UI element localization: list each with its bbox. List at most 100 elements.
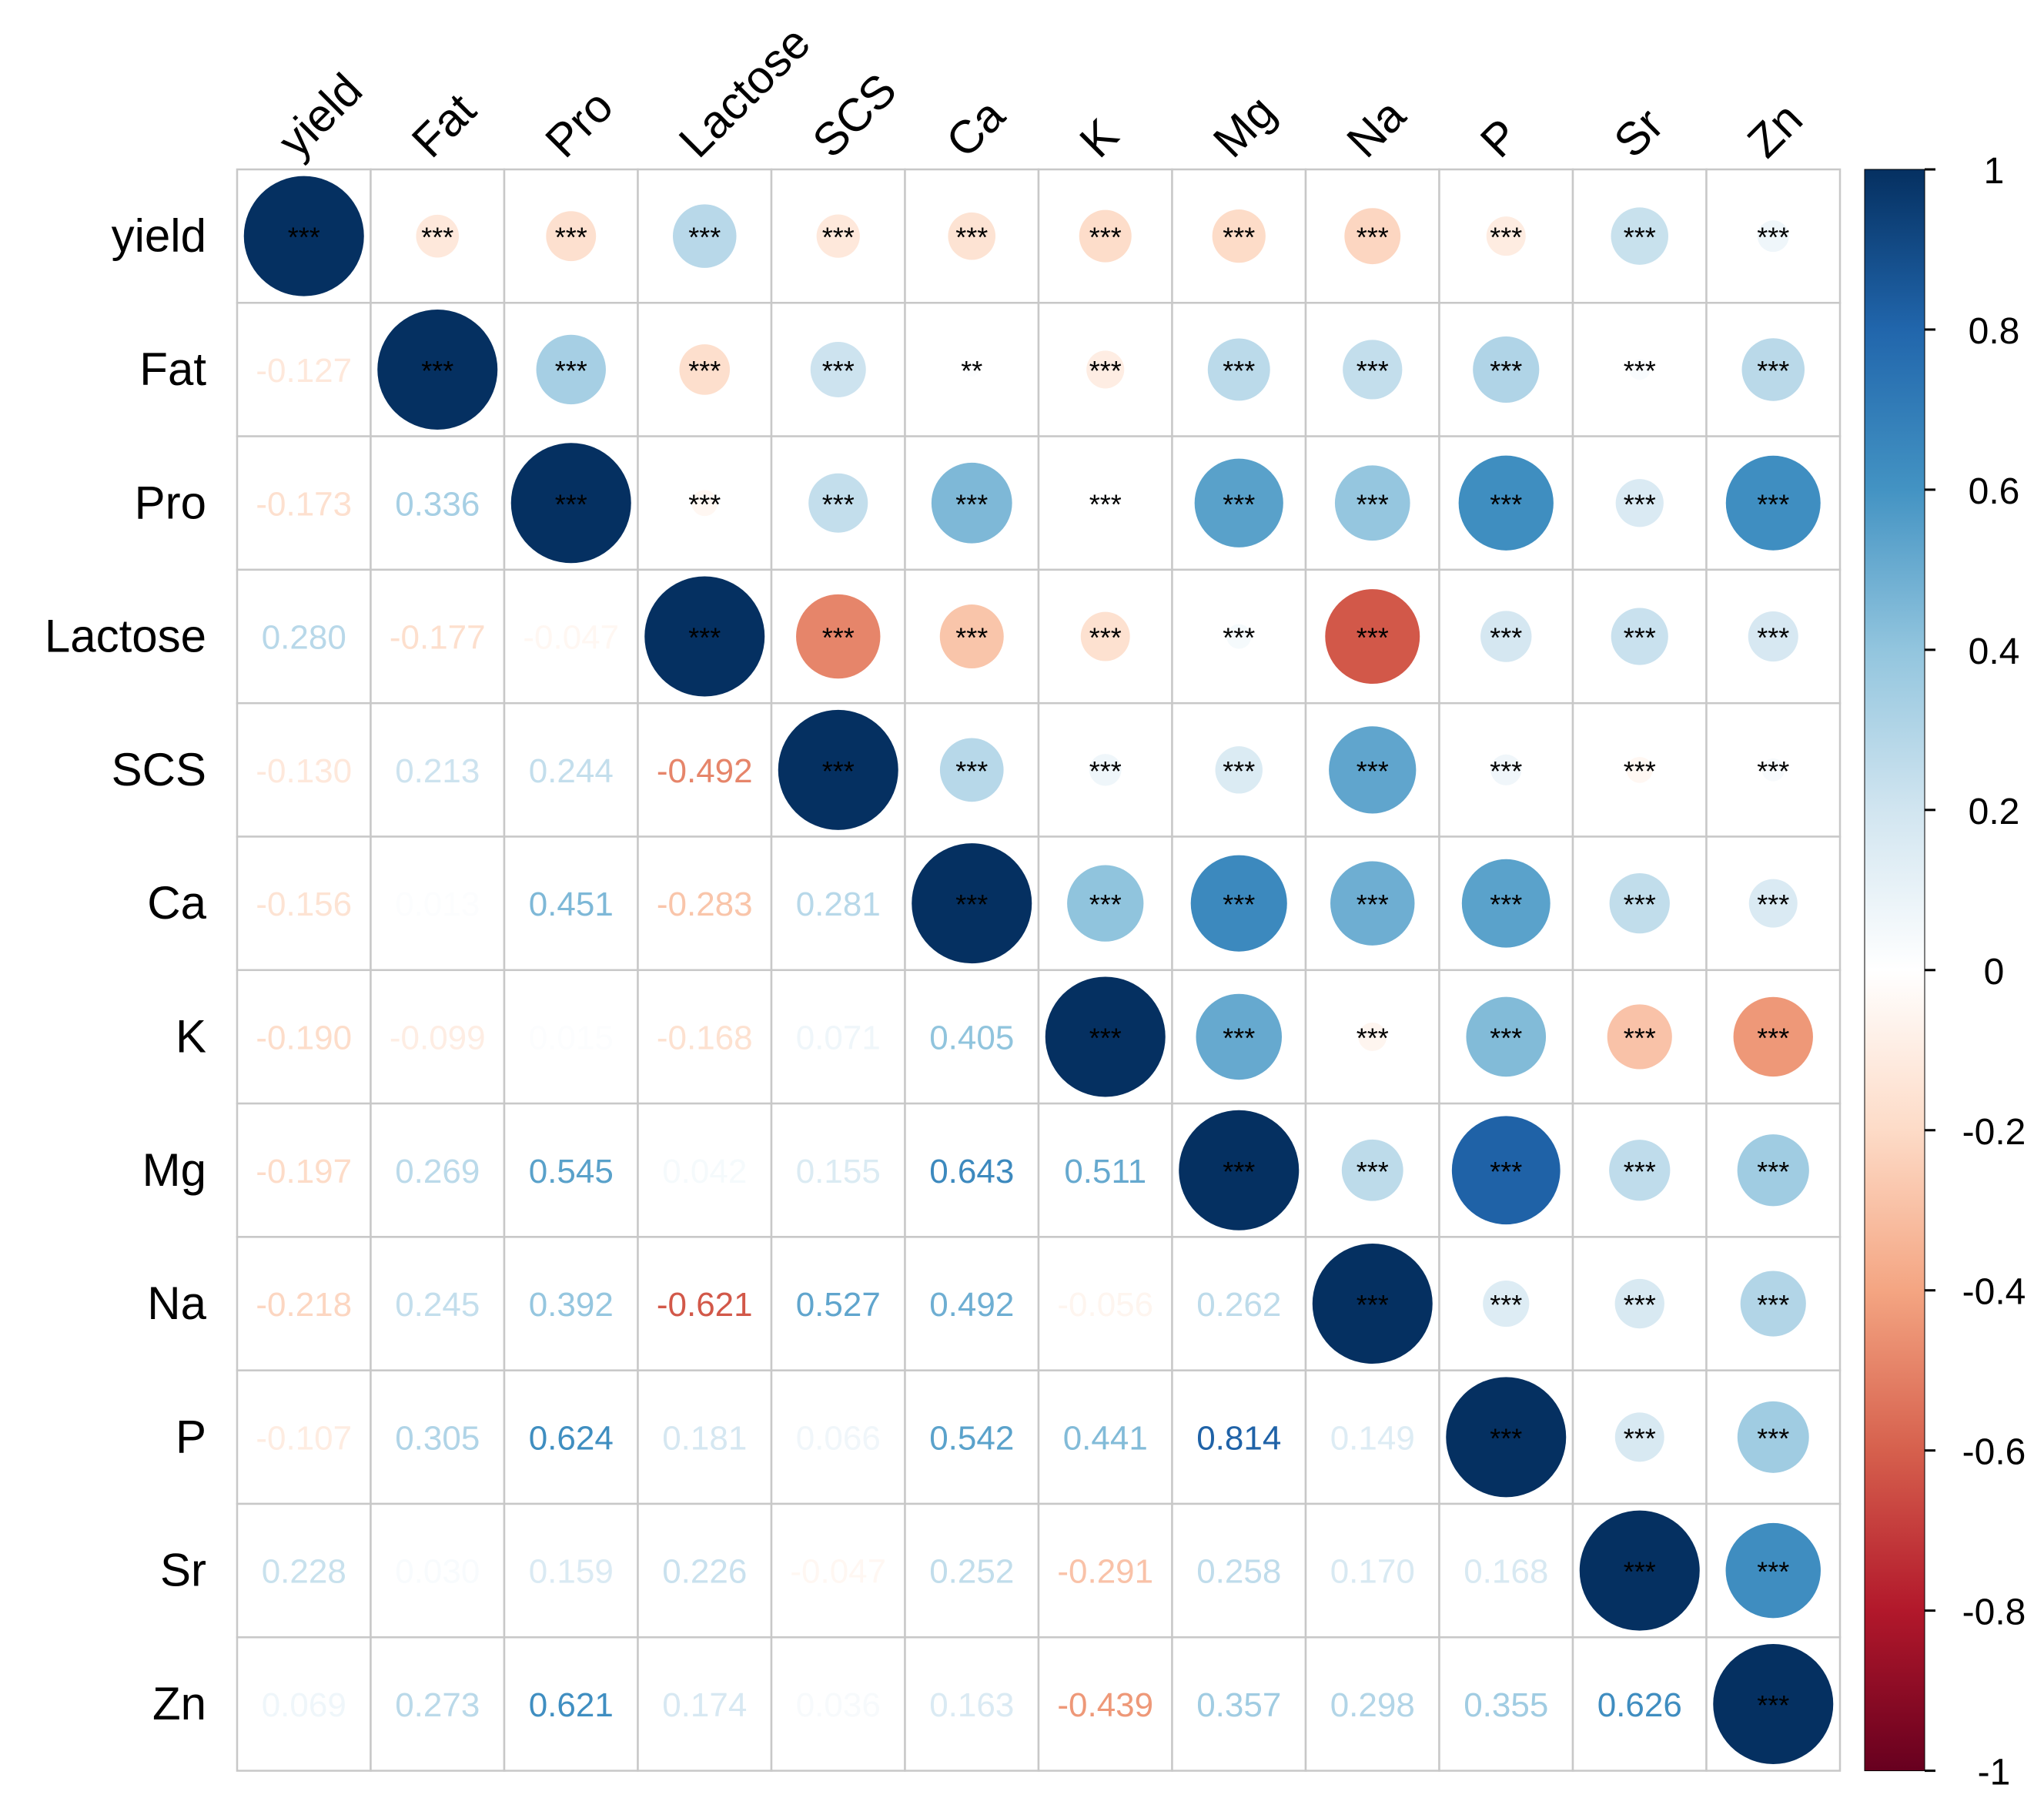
significance-stars: *** bbox=[822, 622, 855, 654]
significance-stars: *** bbox=[955, 755, 988, 787]
colorbar: 1 0.8 0.6 0.4 0.2 0 -0.2 -0.4 -0.6 -0.8 -1 bbox=[1864, 151, 2026, 1793]
corr-value: 0.357 bbox=[1196, 1686, 1281, 1724]
corr-value: 0.244 bbox=[529, 752, 614, 790]
corr-value: -0.439 bbox=[1057, 1686, 1153, 1724]
corr-circle bbox=[1611, 608, 1668, 665]
corr-circle bbox=[1458, 455, 1554, 551]
significance-stars: *** bbox=[1089, 488, 1122, 520]
corr-circle bbox=[939, 738, 1004, 802]
corr-value: -0.190 bbox=[256, 1019, 352, 1056]
colorbar-tick-label: 1 bbox=[1984, 151, 2005, 192]
column-label: yield bbox=[269, 64, 373, 168]
significance-stars: *** bbox=[688, 488, 721, 520]
corr-value: 0.441 bbox=[1063, 1419, 1148, 1457]
corr-circle bbox=[1089, 754, 1122, 786]
corr-value: -0.177 bbox=[390, 619, 486, 657]
significance-stars: *** bbox=[1490, 622, 1522, 654]
grid-cell bbox=[370, 568, 506, 705]
row-label: Pro bbox=[135, 477, 206, 528]
significance-stars: *** bbox=[288, 222, 320, 253]
corr-value: 0.036 bbox=[796, 1686, 881, 1724]
corr-circle bbox=[1615, 479, 1664, 527]
corr-circle bbox=[1748, 879, 1798, 928]
corr-value: 0.163 bbox=[929, 1686, 1014, 1724]
corr-circle bbox=[1080, 611, 1130, 661]
significance-stars: *** bbox=[822, 488, 855, 520]
grid-cell bbox=[1438, 302, 1574, 437]
significance-stars: *** bbox=[1624, 755, 1656, 787]
corr-circle bbox=[1629, 359, 1651, 380]
corr-value: -0.156 bbox=[256, 886, 352, 923]
grid-cell bbox=[503, 701, 639, 838]
row-label: Zn bbox=[152, 1678, 206, 1729]
corr-circle bbox=[1607, 1004, 1672, 1070]
corr-value: -0.173 bbox=[256, 485, 352, 523]
grid-cell bbox=[904, 969, 1040, 1105]
corr-value: 0.643 bbox=[929, 1153, 1014, 1190]
grid-cell bbox=[503, 1236, 639, 1371]
significance-stars: *** bbox=[1490, 1422, 1522, 1454]
corr-circle bbox=[1190, 855, 1287, 952]
corr-circle bbox=[1358, 1022, 1387, 1051]
grid-cell bbox=[236, 1236, 372, 1371]
corr-circle bbox=[1761, 758, 1785, 782]
corr-value: 0.013 bbox=[395, 886, 480, 923]
row-label: Na bbox=[147, 1277, 206, 1329]
corr-value: 0.542 bbox=[929, 1419, 1014, 1457]
column-label: Zn bbox=[1738, 92, 1812, 167]
significance-stars: *** bbox=[1757, 755, 1789, 787]
column-label: Ca bbox=[936, 89, 1015, 167]
row-label: Mg bbox=[142, 1144, 206, 1196]
corr-value: -0.107 bbox=[256, 1419, 352, 1457]
corr-value: 0.258 bbox=[1196, 1553, 1281, 1591]
corr-circle bbox=[1579, 1510, 1700, 1631]
corr-value: 0.273 bbox=[395, 1686, 480, 1724]
corr-circle bbox=[1045, 976, 1166, 1097]
corr-circle bbox=[1446, 1377, 1567, 1498]
significance-stars: *** bbox=[1490, 755, 1522, 787]
significance-stars: *** bbox=[1757, 488, 1789, 520]
grid-cell bbox=[370, 1502, 506, 1639]
corr-circle bbox=[1079, 209, 1132, 263]
corr-circle bbox=[1737, 1401, 1809, 1473]
significance-stars: *** bbox=[1757, 355, 1789, 387]
corr-circle bbox=[1343, 340, 1403, 400]
corr-value: 0.298 bbox=[1330, 1686, 1415, 1724]
corr-circle bbox=[1733, 996, 1813, 1077]
corr-value: 0.626 bbox=[1597, 1686, 1682, 1724]
corr-circle bbox=[808, 473, 868, 533]
significance-stars: *** bbox=[1089, 1022, 1122, 1053]
significance-stars: *** bbox=[1357, 1022, 1389, 1053]
significance-stars: *** bbox=[1490, 1022, 1522, 1053]
corr-value: 0.814 bbox=[1196, 1419, 1281, 1457]
significance-stars: *** bbox=[822, 755, 855, 787]
corr-value: 0.336 bbox=[395, 485, 480, 523]
corr-value: -0.492 bbox=[657, 752, 753, 790]
significance-stars: *** bbox=[1357, 355, 1389, 387]
significance-stars: *** bbox=[1490, 222, 1522, 253]
column-label: Mg bbox=[1203, 85, 1285, 167]
corr-value: -0.056 bbox=[1057, 1286, 1153, 1324]
corr-circle bbox=[1748, 611, 1798, 662]
corr-circle bbox=[931, 462, 1012, 544]
significance-stars: *** bbox=[1624, 355, 1656, 387]
grid-cell bbox=[236, 1502, 372, 1639]
significance-stars: *** bbox=[1757, 1422, 1789, 1454]
corr-value: -0.099 bbox=[390, 1019, 486, 1056]
corr-circle bbox=[1461, 859, 1551, 948]
row-label: Ca bbox=[147, 877, 206, 929]
significance-stars: ** bbox=[961, 355, 982, 387]
significance-stars: *** bbox=[555, 488, 587, 520]
corr-circle bbox=[1725, 455, 1821, 551]
corr-value: 0.624 bbox=[529, 1419, 614, 1457]
corr-value: 0.170 bbox=[1330, 1553, 1415, 1591]
corr-value: -0.291 bbox=[1057, 1553, 1153, 1591]
corr-value: 0.030 bbox=[395, 1553, 480, 1591]
grid-cell bbox=[770, 969, 906, 1105]
grid-cell bbox=[503, 1636, 639, 1772]
significance-stars: *** bbox=[1223, 622, 1255, 654]
corr-circle bbox=[816, 214, 860, 258]
column-label: Pro bbox=[536, 80, 623, 167]
corr-value: 0.252 bbox=[929, 1553, 1014, 1591]
significance-stars: *** bbox=[1223, 1156, 1255, 1187]
